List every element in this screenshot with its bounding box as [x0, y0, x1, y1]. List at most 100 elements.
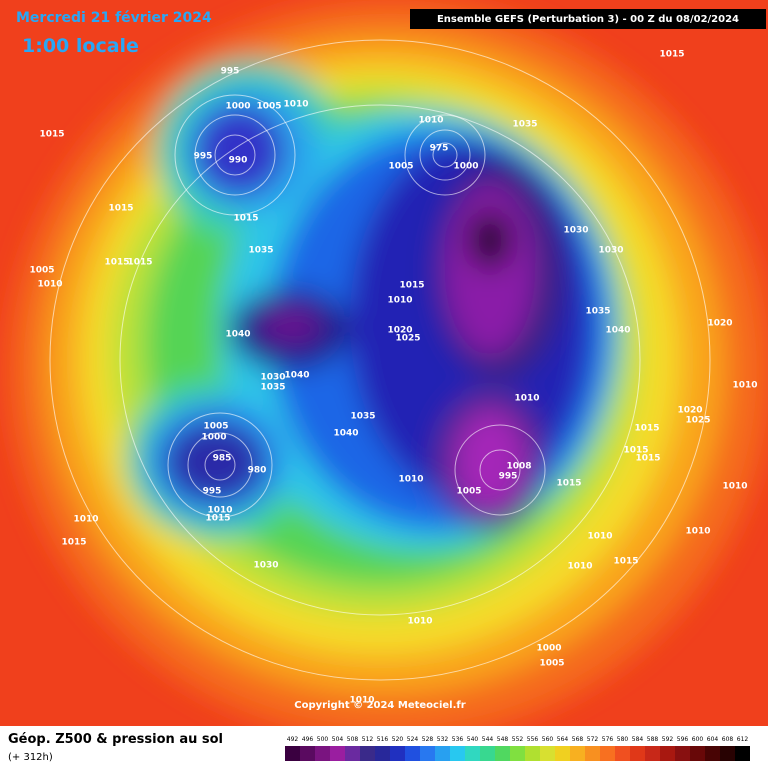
run-box — [410, 9, 766, 29]
isobar-label: 1030 — [598, 246, 623, 256]
date: Mercredi 21 février 2024 — [16, 10, 212, 26]
isobar-label: 1030 — [563, 226, 588, 236]
isobar-label: 1005 — [203, 422, 228, 432]
isobar-label: 1010 — [407, 617, 432, 627]
isobar-label: 1005 — [29, 266, 54, 276]
legend-label: 560 — [542, 736, 554, 743]
isobar-label: 1005 — [388, 162, 413, 172]
legend-label: 520 — [392, 736, 404, 743]
legend-label: 556 — [527, 736, 539, 743]
map-field — [0, 0, 768, 726]
isobar-label: 1010 — [349, 696, 374, 706]
legend-label: 592 — [662, 736, 674, 743]
isobar-label: 1025 — [395, 334, 420, 344]
isobar-label: 1010 — [567, 562, 592, 572]
legend-label: 548 — [497, 736, 509, 743]
legend-swatch — [330, 746, 345, 761]
isobar-label: 1035 — [512, 120, 537, 130]
legend-swatch — [495, 746, 510, 761]
isobar-label: 1010 — [587, 532, 612, 542]
legend-label: 524 — [407, 736, 419, 743]
copyright: Copyright © 2024 Meteociel.fr — [294, 700, 465, 711]
legend-label: 604 — [707, 736, 719, 743]
legend-swatch — [345, 746, 360, 761]
legend-swatch — [675, 746, 690, 761]
isobar-label: 1015 — [634, 424, 659, 434]
legend-swatch — [570, 746, 585, 761]
legend-swatch — [630, 746, 645, 761]
legend-label: 536 — [452, 736, 464, 743]
isobar-label: 1040 — [605, 326, 630, 336]
legend-swatch — [690, 746, 705, 761]
isobar-label: 1010 — [398, 475, 423, 485]
legend-swatch — [405, 746, 420, 761]
isobar-label: 1015 — [61, 538, 86, 548]
isobar-label: 1015 — [205, 514, 230, 524]
legend-swatch — [510, 746, 525, 761]
legend-swatch — [435, 746, 450, 761]
legend-label: 532 — [437, 736, 449, 743]
isobar-label: 1015 — [659, 50, 684, 60]
isobar-label: 975 — [430, 144, 449, 154]
isobar-label: 1010 — [207, 506, 232, 516]
isobar-label: 1015 — [623, 446, 648, 456]
isobar-label: 1000 — [225, 102, 250, 112]
isobar-label: 1005 — [539, 659, 564, 669]
isobar-label: 1010 — [418, 116, 443, 126]
legend-label: 572 — [587, 736, 599, 743]
isobar-label: 1015 — [127, 258, 152, 268]
legend-swatch — [390, 746, 405, 761]
legend-label: 564 — [557, 736, 569, 743]
isobar-label: 1010 — [685, 527, 710, 537]
legend-label: 512 — [362, 736, 374, 743]
isobar-label: 1000 — [536, 644, 561, 654]
isobar-label: 1020 — [707, 319, 732, 329]
isobar-label: 1010 — [514, 394, 539, 404]
isobar-label: 1015 — [399, 281, 424, 291]
isobar-label: 985 — [213, 454, 232, 464]
legend-label: 588 — [647, 736, 659, 743]
legend-swatch — [540, 746, 555, 761]
isobar-label: 1025 — [685, 416, 710, 426]
isobar-label: 1015 — [613, 557, 638, 567]
isobar-label: 1040 — [284, 371, 309, 381]
isobar-label: 995 — [194, 152, 213, 162]
legend-label: 516 — [377, 736, 389, 743]
color-legend: 492 496 500 504 508 512 516 520 524 528 532 536 540 5… — [285, 736, 750, 761]
legend-swatch — [420, 746, 435, 761]
legend-swatch — [480, 746, 495, 761]
legend-swatch — [585, 746, 600, 761]
isobar-label: 980 — [248, 466, 267, 476]
legend-swatch — [555, 746, 570, 761]
legend-label: 612 — [737, 736, 749, 743]
isobar-label: 1030 — [260, 373, 285, 383]
isobar-label: 1040 — [225, 330, 250, 340]
legend-label: 596 — [677, 736, 689, 743]
isobar-label: 1008 — [506, 462, 531, 472]
legend-label: 608 — [722, 736, 734, 743]
isobar-label: 1010 — [37, 280, 62, 290]
isobar-label: 1015 — [635, 454, 660, 464]
legend-label: 576 — [602, 736, 614, 743]
legend-label: 580 — [617, 736, 629, 743]
isobar-label: 1010 — [387, 296, 412, 306]
legend-label: 496 — [302, 736, 314, 743]
isobar-label: 995 — [203, 487, 222, 497]
isobar-label: 1035 — [248, 246, 273, 256]
legend-label: 600 — [692, 736, 704, 743]
legend-label: 504 — [332, 736, 344, 743]
legend-label: 528 — [422, 736, 434, 743]
legend-swatch — [735, 746, 750, 761]
isobar-label: 995 — [499, 472, 518, 482]
legend-swatch — [720, 746, 735, 761]
legend-swatch — [315, 746, 330, 761]
isobar-label: 1010 — [722, 482, 747, 492]
isobar-label: 1010 — [732, 381, 757, 391]
legend-swatch — [360, 746, 375, 761]
isobar-label: 1000 — [453, 162, 478, 172]
isobar-label: 1040 — [333, 429, 358, 439]
isobar-label: 1015 — [104, 258, 129, 268]
isobar-label: 1020 — [677, 406, 702, 416]
